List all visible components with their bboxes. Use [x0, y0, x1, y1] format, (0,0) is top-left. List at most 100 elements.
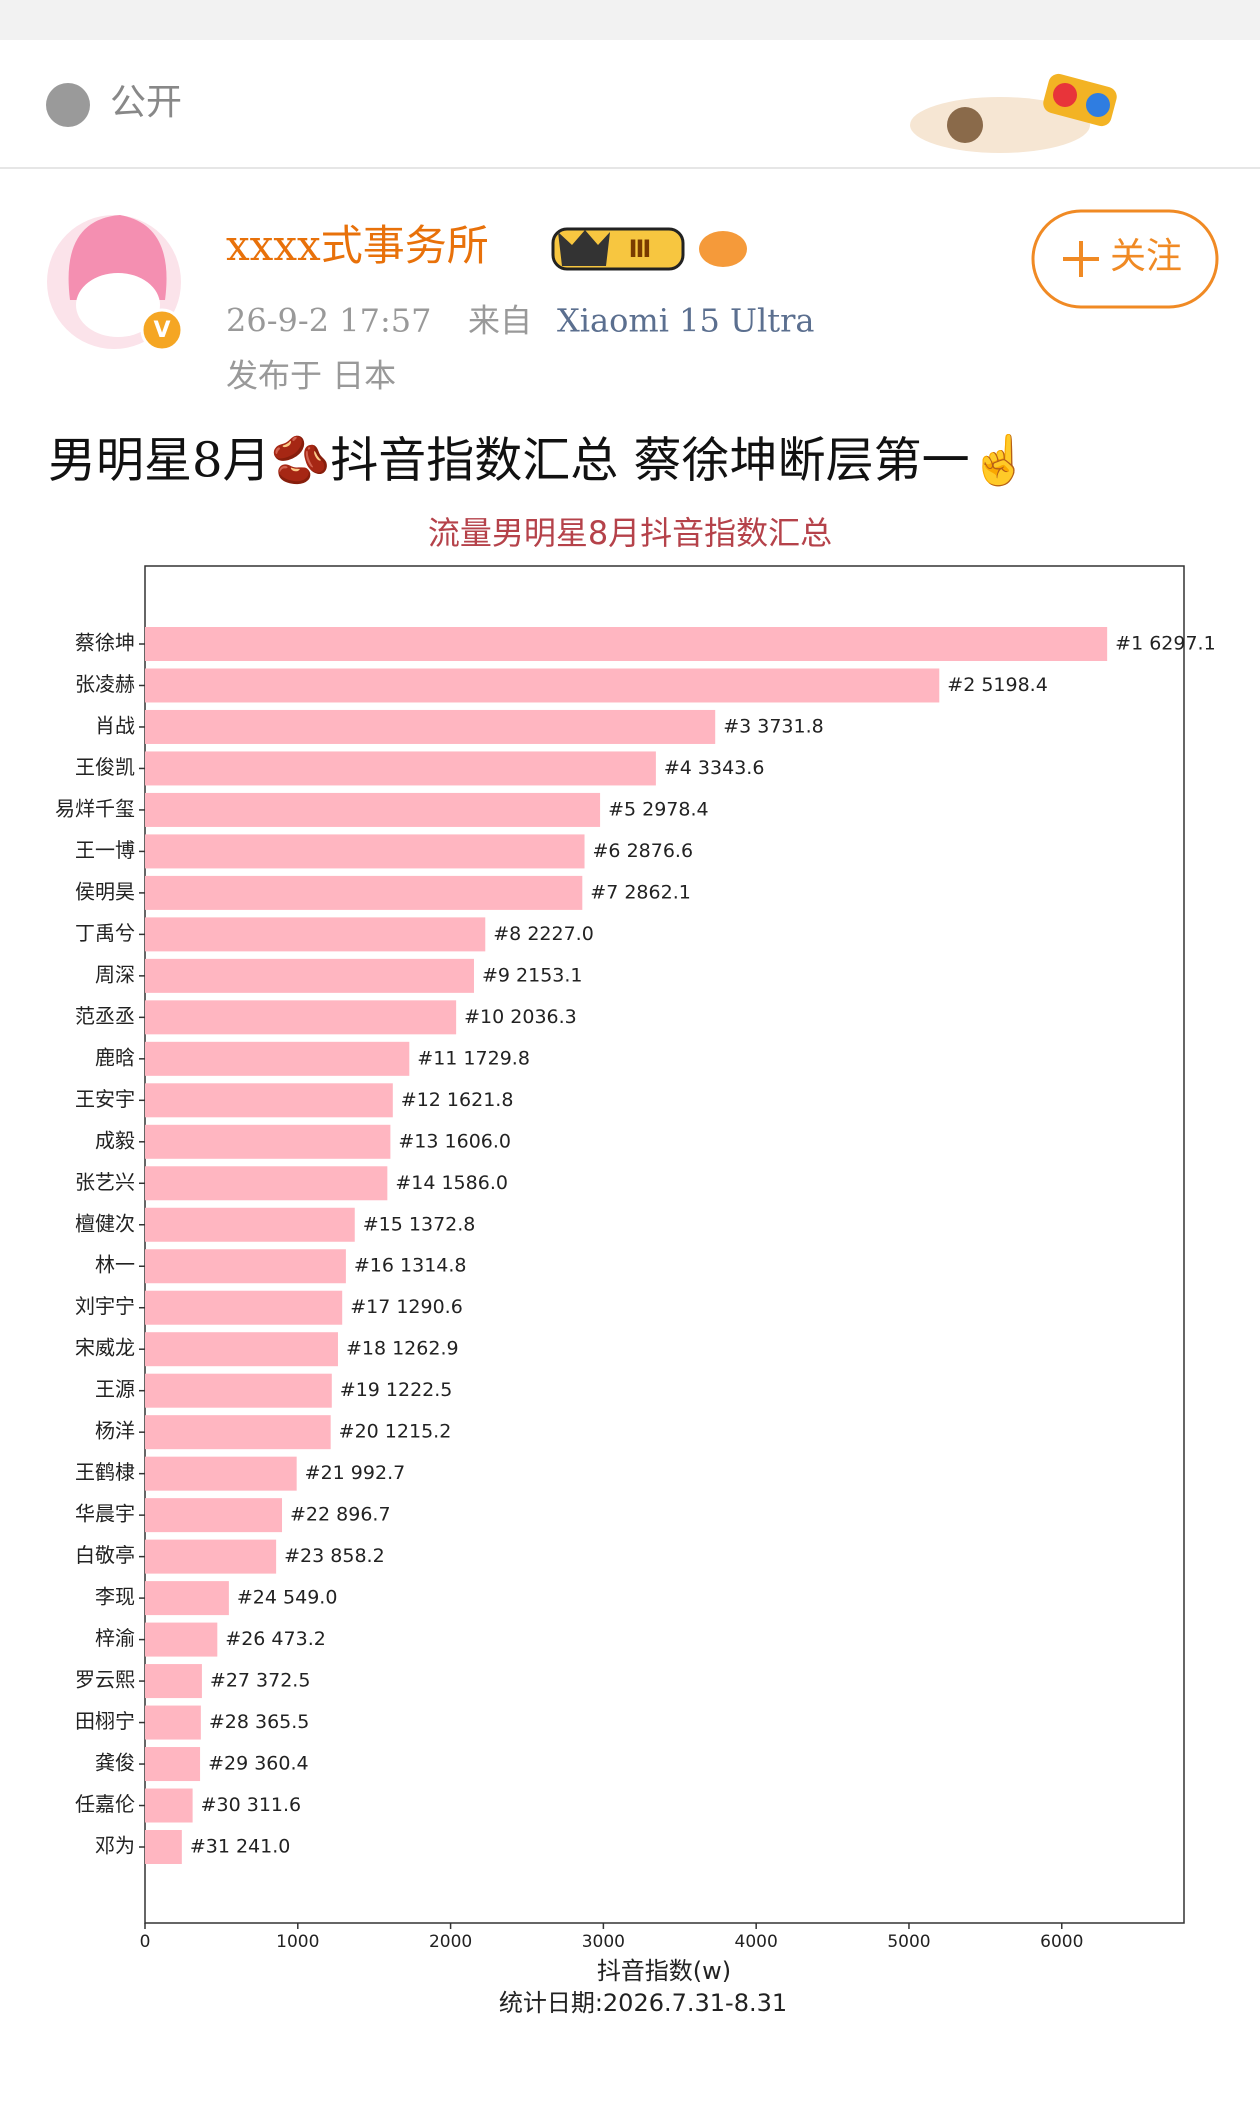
y-tick-label: 宋威龙: [75, 1336, 135, 1360]
value-label: #18 1262.9: [346, 1338, 459, 1360]
location: 发布于 日本: [226, 357, 396, 395]
bar: [145, 1290, 343, 1325]
bar: [145, 1000, 457, 1035]
bar: [145, 1041, 410, 1076]
bar: [145, 627, 1108, 661]
bar: [145, 875, 583, 910]
x-tick-label: 3000: [582, 1932, 625, 1952]
x-tick-label: 1000: [276, 1932, 319, 1952]
avatar[interactable]: V: [47, 215, 184, 352]
x-tick-label: 0: [140, 1932, 151, 1952]
value-label: #26 473.2: [225, 1628, 326, 1650]
bar: [145, 751, 656, 786]
chart-title: 流量男明星8月抖音指数汇总: [428, 514, 832, 552]
y-tick-label: 白敬亭: [75, 1543, 135, 1567]
y-tick-label: 范丞丞: [75, 1004, 135, 1028]
y-tick-label: 檀健次: [75, 1211, 135, 1235]
bar: [145, 709, 716, 744]
value-label: #17 1290.6: [350, 1296, 463, 1318]
y-tick-label: 张艺兴: [75, 1170, 135, 1194]
y-tick-label: 梓渝: [95, 1626, 135, 1650]
value-label: #7 2862.1: [590, 881, 691, 903]
bar: [145, 1664, 202, 1699]
badge: Ⅲ: [551, 227, 747, 271]
bar: [145, 1332, 338, 1367]
y-tick-label: 王俊凯: [75, 755, 135, 779]
y-tick-label: 王一博: [75, 838, 135, 862]
follow-button[interactable]: 关注: [1031, 209, 1219, 309]
post-text: 男明星8月🫘抖音指数汇总 蔡徐坤断层第一☝: [48, 432, 1029, 489]
y-tick-label: 罗云熙: [75, 1668, 135, 1692]
bar: [145, 1747, 201, 1782]
bar: [145, 834, 585, 869]
post-time: 26-9-2 17:57: [226, 302, 431, 340]
y-tick-label: 刘宇宁: [75, 1294, 135, 1318]
value-label: #3 3731.8: [723, 715, 824, 737]
y-tick-label: 王安宇: [75, 1087, 135, 1111]
value-label: #23 858.2: [284, 1545, 385, 1567]
bar: [145, 1083, 393, 1118]
value-label: #1 6297.1: [1115, 633, 1216, 655]
value-label: #21 992.7: [305, 1462, 406, 1484]
x-tick-label: 5000: [887, 1932, 930, 1952]
value-label: #22 896.7: [290, 1504, 391, 1526]
globe-icon: [46, 83, 90, 127]
y-tick-label: 丁禹兮: [75, 921, 135, 945]
bar: [145, 1456, 297, 1491]
y-tick-label: 任嘉伦: [75, 1792, 135, 1816]
bar: [145, 1249, 346, 1284]
bar: [145, 1705, 201, 1740]
value-label: #13 1606.0: [398, 1130, 511, 1152]
bar: [145, 792, 601, 827]
value-label: #2 5198.4: [947, 674, 1048, 696]
visibility: 公开: [110, 82, 182, 123]
x-tick-label: 4000: [735, 1932, 778, 1952]
value-label: #4 3343.6: [664, 757, 765, 779]
top-bar: [0, 0, 1260, 40]
bar: [145, 1581, 229, 1616]
bar: [145, 1207, 355, 1242]
value-label: #19 1222.5: [340, 1379, 453, 1401]
value-label: #5 2978.4: [608, 798, 709, 820]
y-tick-label: 鹿晗: [95, 1045, 135, 1069]
y-tick-label: 王源: [95, 1377, 135, 1401]
device[interactable]: Xiaomi 15 Ultra: [557, 302, 814, 340]
badge-level: Ⅲ: [629, 235, 652, 263]
bar: [145, 1124, 391, 1159]
value-label: #28 365.5: [209, 1711, 310, 1733]
value-label: #15 1372.8: [363, 1213, 476, 1235]
svg-text:V: V: [153, 318, 170, 343]
y-tick-label: 田栩宁: [75, 1709, 135, 1733]
bar: [145, 1622, 218, 1657]
x-tick-label: 6000: [1040, 1932, 1083, 1952]
value-label: #9 2153.1: [482, 964, 583, 986]
y-tick-label: 华晨宇: [75, 1502, 135, 1526]
source-prefix: 来自: [468, 302, 532, 340]
bar: [145, 1373, 332, 1408]
bar: [145, 1539, 277, 1574]
bar: [145, 1415, 331, 1450]
value-label: #30 311.6: [201, 1794, 302, 1816]
value-label: #20 1215.2: [339, 1421, 452, 1443]
value-label: #29 360.4: [208, 1753, 309, 1775]
footnote: 统计日期:2026.7.31-8.31: [499, 1989, 787, 2017]
value-label: #11 1729.8: [417, 1047, 530, 1069]
x-tick-label: 2000: [429, 1932, 472, 1952]
value-label: #10 2036.3: [464, 1006, 577, 1028]
bar: [145, 958, 474, 993]
value-label: #8 2227.0: [493, 923, 594, 945]
follow-label[interactable]: 关注: [1110, 236, 1182, 277]
y-tick-label: 易烊千玺: [55, 796, 135, 820]
x-axis-label: 抖音指数(w): [597, 1957, 731, 1985]
y-tick-label: 李现: [95, 1585, 135, 1609]
y-tick-label: 蔡徐坤: [75, 631, 135, 655]
bar: [145, 1830, 182, 1864]
username[interactable]: xxxx式事务所: [226, 221, 489, 270]
y-tick-label: 龚俊: [95, 1751, 135, 1775]
value-label: #24 549.0: [237, 1587, 338, 1609]
y-tick-label: 肖战: [95, 713, 135, 737]
value-label: #27 372.5: [210, 1670, 311, 1692]
y-tick-label: 王鹤棣: [75, 1460, 135, 1484]
